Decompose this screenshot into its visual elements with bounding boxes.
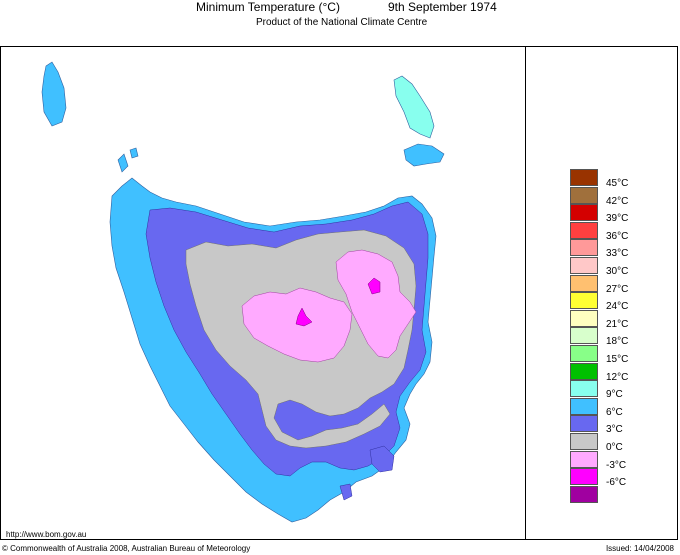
legend-swatch xyxy=(570,433,598,450)
legend-label: 30°C xyxy=(606,266,629,277)
small-north-islands xyxy=(117,147,139,173)
legend-label: 18°C xyxy=(606,336,629,348)
map-frame xyxy=(0,46,678,540)
legend-label: 3°C xyxy=(606,424,623,436)
legend-label: 33°C xyxy=(606,248,629,260)
legend-swatch xyxy=(570,345,598,362)
legend-label: 42°C xyxy=(606,195,629,207)
map-date: 9th September 1974 xyxy=(388,0,497,14)
legend-label: 24°C xyxy=(606,301,629,313)
legend-swatch xyxy=(570,380,598,398)
legend-swatch xyxy=(570,415,598,433)
zone-minus3c-east xyxy=(335,249,417,359)
flinders-island xyxy=(393,75,435,139)
copyright-notice: © Commonwealth of Australia 2008, Austra… xyxy=(2,544,251,553)
legend-label: -3°C xyxy=(606,459,627,471)
legend-swatch xyxy=(570,274,598,292)
issued-date: Issued: 14/04/2008 xyxy=(605,544,674,553)
small-se-islands xyxy=(339,445,395,501)
legend-swatch xyxy=(570,309,598,327)
legend-swatch xyxy=(570,257,598,274)
legend-swatch xyxy=(570,221,598,239)
legend-swatch xyxy=(570,327,598,345)
temperature-map xyxy=(41,61,445,523)
source-url[interactable]: http://www.bom.gov.au xyxy=(6,530,87,539)
legend-swatch xyxy=(570,204,598,222)
legend-label: 6°C xyxy=(606,406,623,418)
king-island xyxy=(41,61,67,127)
legend-swatch xyxy=(570,292,598,310)
legend-swatch xyxy=(570,239,598,257)
legend-label: 36°C xyxy=(606,230,629,242)
legend-label: 21°C xyxy=(606,318,629,330)
legend-label: 39°C xyxy=(606,213,629,225)
zone-minus6c-a xyxy=(367,277,381,295)
legend-label: 9°C xyxy=(606,389,623,401)
cape-barren-island xyxy=(403,143,445,167)
legend-swatch xyxy=(570,468,598,486)
map-title: Minimum Temperature (°C) xyxy=(196,0,340,14)
legend-swatch xyxy=(570,450,598,468)
map-subtitle: Product of the National Climate Centre xyxy=(256,17,428,28)
header: Minimum Temperature (°C) 9th September 1… xyxy=(0,0,680,14)
legend-swatch xyxy=(570,362,598,380)
legend-swatch xyxy=(570,397,598,415)
zone-minus6c-b xyxy=(295,307,313,327)
legend-label: 12°C xyxy=(606,371,629,383)
legend-swatch xyxy=(570,169,598,186)
legend-label: 45°C xyxy=(606,178,629,189)
legend-label: 27°C xyxy=(606,283,629,295)
legend-swatch xyxy=(570,485,598,503)
legend-label: 15°C xyxy=(606,354,629,365)
legend-label: -6°C xyxy=(606,477,627,489)
legend-swatch xyxy=(570,186,598,204)
legend-divider xyxy=(525,46,526,540)
zone-minus3c-west xyxy=(241,287,353,363)
legend-label: 0°C xyxy=(606,442,623,453)
